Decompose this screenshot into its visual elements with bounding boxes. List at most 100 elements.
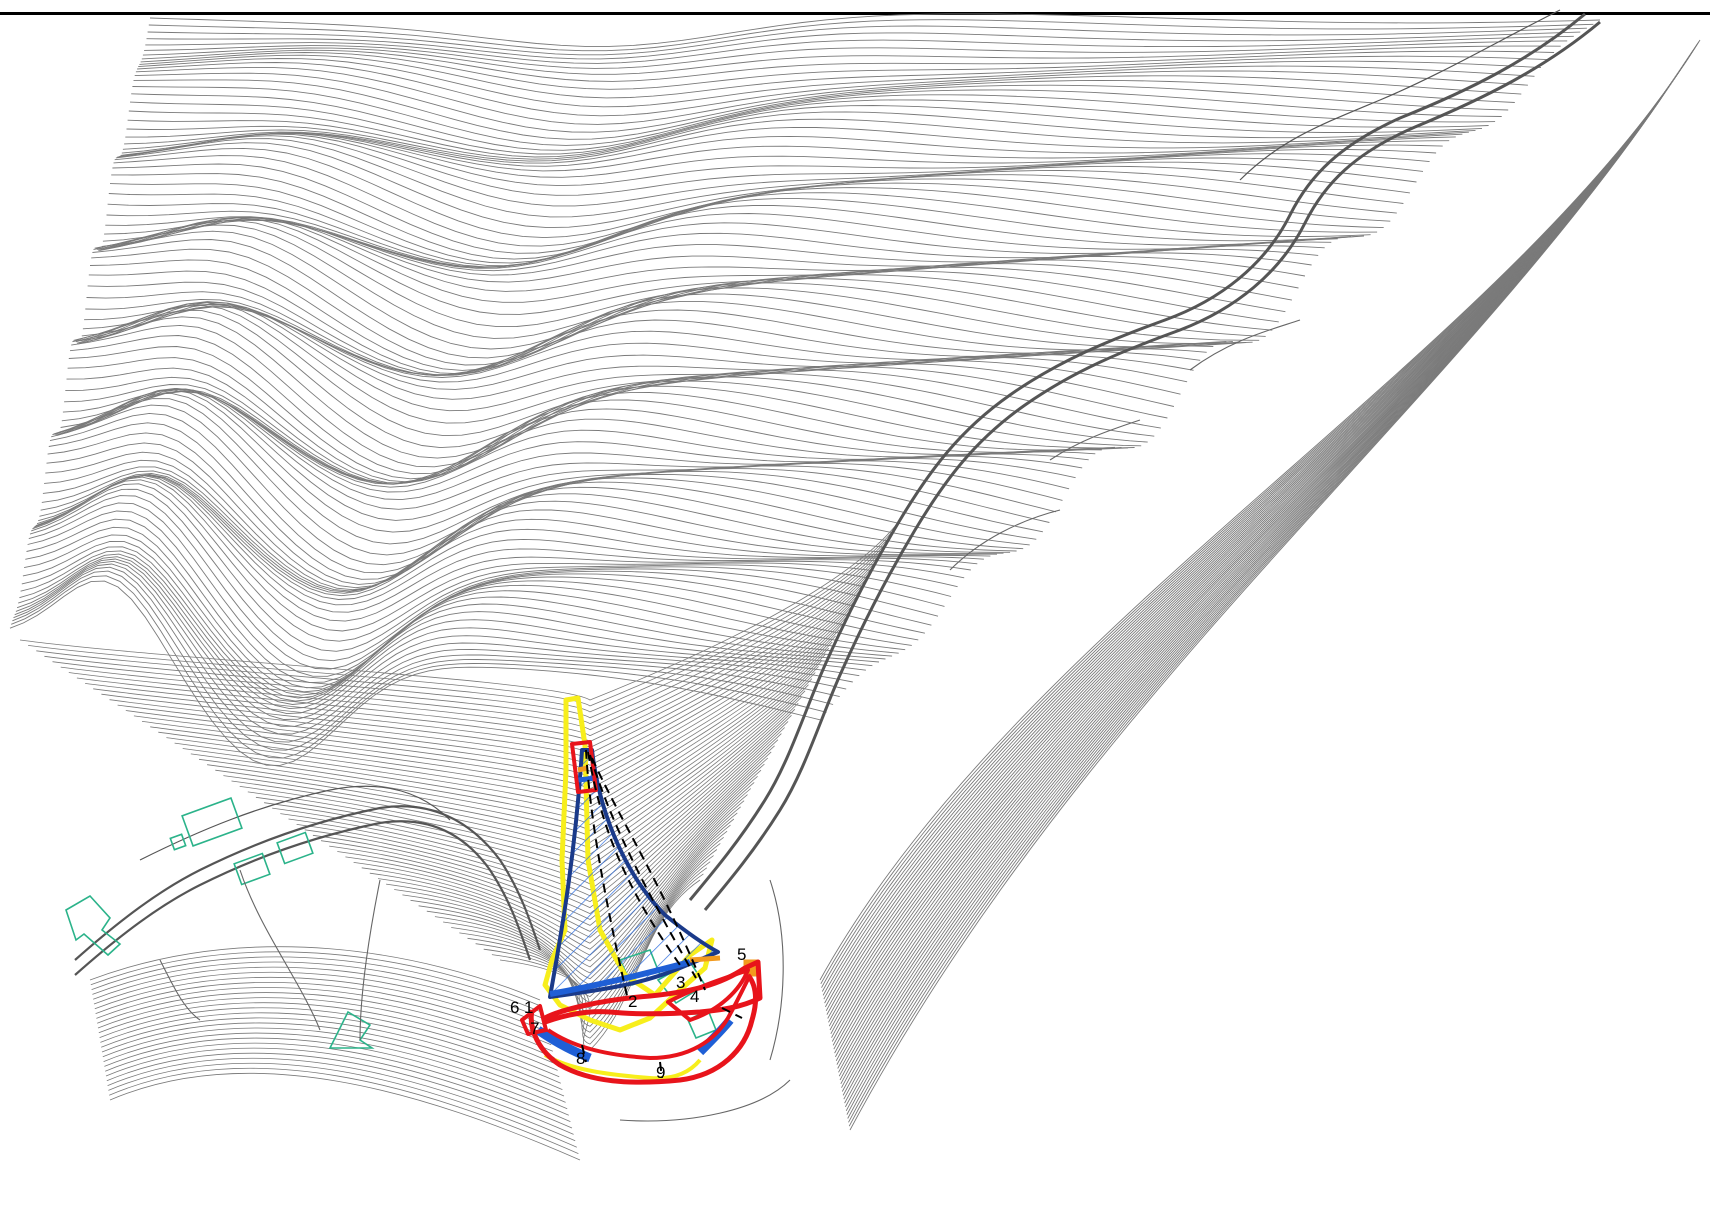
building [181, 797, 243, 847]
contour-line [75, 302, 1188, 424]
section-label-5: 5 [737, 945, 746, 964]
contour-line [100, 1012, 561, 1084]
contour-line [134, 72, 1515, 133]
section-label-7: 7 [530, 1019, 539, 1038]
section-line [721, 1007, 743, 1019]
contour-line [16, 558, 860, 720]
contour-line [18, 556, 866, 715]
section-label-1: 1 [524, 998, 533, 1017]
contour-line [40, 472, 991, 597]
road [74, 9, 1601, 976]
contour-line [25, 526, 906, 693]
contour-line [33, 479, 952, 642]
contour-line [20, 550, 880, 705]
contour-line [21, 546, 886, 702]
contour-line [109, 1072, 581, 1161]
contour-line [12, 570, 834, 751]
contour-line [51, 404, 1050, 566]
contour-line [76, 301, 1194, 412]
contour-line [27, 510, 919, 684]
contour-line [39, 474, 984, 600]
contour-line [48, 422, 1037, 580]
contour-line [85, 298, 1240, 376]
contour-line [101, 580, 867, 760]
contour-line [88, 270, 1260, 375]
contour-line [132, 86, 1502, 146]
contour-line [141, 49, 1555, 82]
contour-line [91, 956, 544, 1014]
section-line [589, 754, 697, 979]
contour-line [119, 133, 1430, 196]
contour-line [38, 474, 978, 606]
contour-line [74, 304, 1181, 437]
contour-line [146, 31, 1581, 60]
contour-line [106, 205, 1358, 268]
contour-line [19, 519, 901, 701]
contour-line [145, 35, 1574, 64]
contour-line [122, 132, 1450, 172]
contour-line [126, 118, 1469, 162]
contour-line [97, 217, 1306, 315]
contour-line [93, 966, 547, 1026]
contour-line [28, 502, 925, 677]
contour-line [120, 133, 1437, 187]
contour-line [115, 142, 1410, 229]
contour-line [117, 138, 1417, 218]
contour-line [127, 111, 1476, 160]
section-label-6: 6 [510, 998, 519, 1017]
contour-line [19, 553, 873, 710]
contour-line [96, 987, 553, 1052]
contour-line [14, 563, 847, 735]
contour-line [56, 387, 1083, 510]
contour-line [105, 213, 1351, 269]
contour-line [66, 367, 1135, 484]
contour-line [118, 135, 1424, 207]
contour-line [129, 99, 1489, 155]
contour-line [144, 40, 1568, 69]
contour-line [89, 946, 541, 1001]
red-zone-outer [528, 973, 758, 1085]
contour-line [52, 398, 1057, 556]
orange-zone-segment [689, 955, 721, 963]
contour-line [72, 316, 1168, 459]
contour-line [95, 982, 552, 1046]
contour-line [35, 475, 965, 622]
contour-line [105, 1042, 571, 1122]
contour-line [849, 99, 1661, 1131]
contour-line [137, 62, 1528, 117]
contour-line [24, 534, 899, 696]
contour-line [104, 218, 1345, 269]
contour-line [133, 79, 1509, 140]
section-label-9: 9 [656, 1063, 665, 1082]
red-zone-main [542, 959, 763, 1025]
contour-line [140, 52, 1548, 90]
contour-line [142, 45, 1561, 75]
contour-line [98, 216, 1312, 303]
contour-line [69, 335, 1155, 475]
contour-line [97, 997, 557, 1065]
section-line [659, 1061, 663, 1079]
section-label-8: 8 [576, 1049, 585, 1068]
contour-line [86, 291, 1247, 377]
red-zone-corner [520, 1004, 548, 1036]
contour-line [128, 105, 1483, 158]
contour-line [147, 25, 1587, 56]
building [328, 1010, 375, 1049]
contour-line [97, 992, 555, 1058]
building [65, 894, 122, 957]
contour-line [92, 961, 545, 1020]
contour-line [121, 132, 1443, 178]
contour-lines [9, 13, 1601, 1051]
contour-line [102, 1027, 566, 1103]
contour-line [36, 474, 971, 613]
section-label-4: 4 [690, 987, 699, 1006]
top-border-rule [0, 12, 1710, 15]
section-labels: 1 2 3 4 5 6 7 8 9 [510, 945, 746, 1082]
parcel-boundaries [159, 319, 1301, 1122]
contour-line [80, 305, 1214, 383]
contour-line [26, 518, 912, 689]
contour-line [15, 560, 853, 727]
section-line [591, 757, 706, 991]
contour-line [47, 432, 1030, 585]
contour-line [54, 389, 1070, 533]
